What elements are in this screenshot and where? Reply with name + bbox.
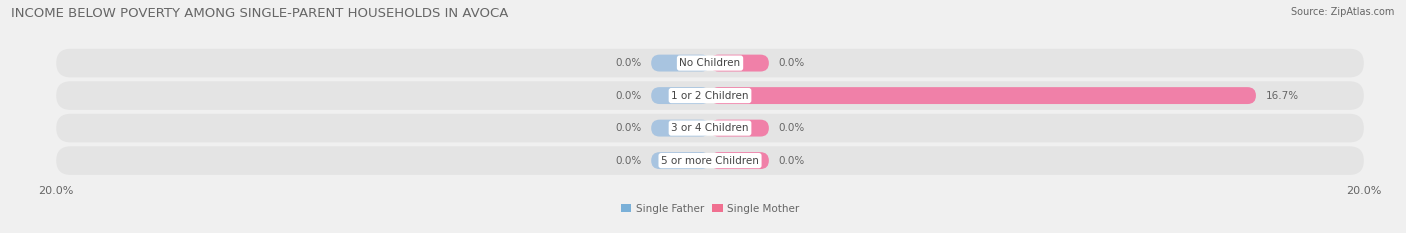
FancyBboxPatch shape [651, 152, 710, 169]
FancyBboxPatch shape [710, 87, 1256, 104]
FancyBboxPatch shape [710, 152, 769, 169]
FancyBboxPatch shape [56, 49, 1364, 77]
Text: INCOME BELOW POVERTY AMONG SINGLE-PARENT HOUSEHOLDS IN AVOCA: INCOME BELOW POVERTY AMONG SINGLE-PARENT… [11, 7, 509, 20]
Text: 0.0%: 0.0% [779, 156, 804, 166]
FancyBboxPatch shape [710, 120, 769, 137]
Text: 0.0%: 0.0% [616, 123, 641, 133]
FancyBboxPatch shape [56, 81, 1364, 110]
FancyBboxPatch shape [56, 146, 1364, 175]
Text: No Children: No Children [679, 58, 741, 68]
Text: 0.0%: 0.0% [616, 91, 641, 101]
FancyBboxPatch shape [651, 55, 710, 72]
FancyBboxPatch shape [710, 55, 769, 72]
Text: 3 or 4 Children: 3 or 4 Children [671, 123, 749, 133]
FancyBboxPatch shape [56, 114, 1364, 142]
Text: 1 or 2 Children: 1 or 2 Children [671, 91, 749, 101]
Text: Source: ZipAtlas.com: Source: ZipAtlas.com [1291, 7, 1395, 17]
Text: 0.0%: 0.0% [779, 123, 804, 133]
Legend: Single Father, Single Mother: Single Father, Single Mother [619, 202, 801, 216]
FancyBboxPatch shape [651, 120, 710, 137]
FancyBboxPatch shape [651, 87, 710, 104]
Text: 0.0%: 0.0% [779, 58, 804, 68]
Text: 0.0%: 0.0% [616, 58, 641, 68]
Text: 5 or more Children: 5 or more Children [661, 156, 759, 166]
Text: 0.0%: 0.0% [616, 156, 641, 166]
Text: 16.7%: 16.7% [1265, 91, 1299, 101]
